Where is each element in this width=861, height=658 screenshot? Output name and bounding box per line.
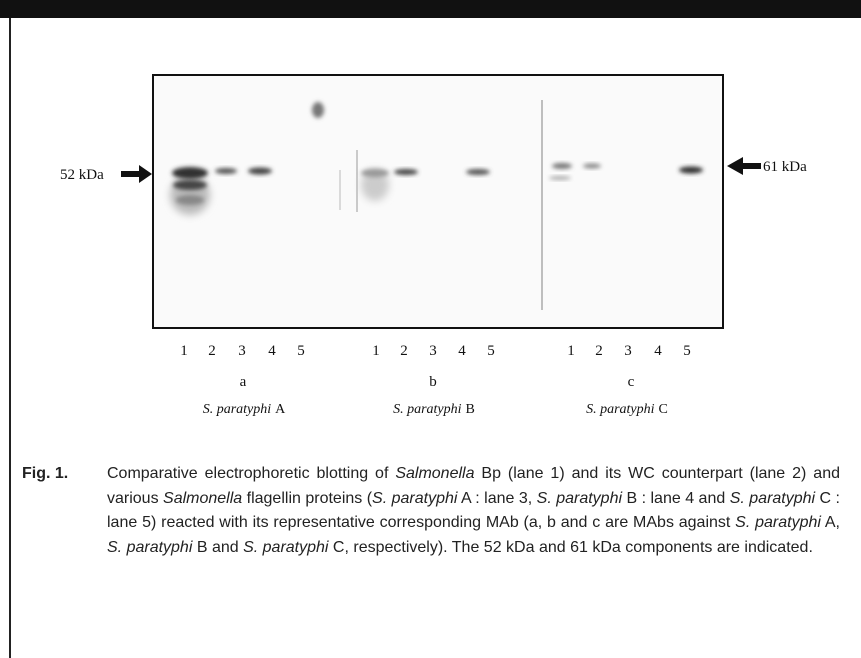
- serovar: B: [466, 402, 475, 417]
- panel-letter: a: [240, 374, 247, 390]
- caption-text: S. paratyphi: [537, 490, 622, 507]
- lane-number: 2: [595, 343, 603, 359]
- caption-text: Salmonella: [395, 465, 474, 482]
- page: {"figure": { "markers": [{"label": "52 k…: [0, 0, 861, 658]
- lane-number: 4: [458, 343, 466, 359]
- lane-number: 4: [268, 343, 276, 359]
- caption-text: B and: [192, 539, 243, 556]
- lane-number: 5: [487, 343, 495, 359]
- caption-text: S. paratyphi: [730, 490, 815, 507]
- species-name: S. paratyphi: [203, 402, 272, 417]
- marker-label: 61 kDa: [763, 159, 807, 175]
- caption-text: Comparative electrophoretic blotting of: [107, 465, 395, 482]
- caption-text: Salmonella: [163, 490, 242, 507]
- caption-text: A : lane 3,: [457, 490, 536, 507]
- species-name: S. paratyphi: [586, 402, 655, 417]
- species-label: S. paratyphi C: [586, 402, 668, 417]
- lane-number: 5: [683, 343, 691, 359]
- caption-label: Fig. 1.: [22, 462, 107, 487]
- serovar: C: [659, 402, 668, 417]
- caption: Fig. 1.Comparative electrophoretic blott…: [22, 462, 840, 560]
- lane-number: 4: [654, 343, 662, 359]
- lane-number: 3: [429, 343, 437, 359]
- species-label: S. paratyphi B: [393, 402, 475, 417]
- panel-letter: b: [429, 374, 437, 390]
- caption-text: S. paratyphi: [107, 539, 192, 556]
- caption-text: A,: [821, 514, 840, 531]
- lane-number: 2: [400, 343, 408, 359]
- lane-number: 5: [297, 343, 305, 359]
- species-name: S. paratyphi: [393, 402, 462, 417]
- lane-number: 1: [372, 343, 380, 359]
- caption-text: S. paratyphi: [372, 490, 457, 507]
- serovar: A: [275, 402, 286, 417]
- lane-number: 3: [624, 343, 632, 359]
- caption-text: S. paratyphi: [735, 514, 821, 531]
- marker-label: 52 kDa: [60, 167, 104, 183]
- caption-text: S. paratyphi: [243, 539, 328, 556]
- lane-number: 1: [180, 343, 188, 359]
- blot-frame: [153, 75, 723, 328]
- lane-number: 1: [567, 343, 575, 359]
- caption-text: C, respectively). The 52 kDa and 61 kDa …: [328, 539, 812, 556]
- caption-text: B : lane 4 and: [622, 490, 730, 507]
- caption-text: flagellin proteins (: [242, 490, 372, 507]
- panel-letter: c: [628, 374, 635, 390]
- lane-number: 3: [238, 343, 246, 359]
- lane-number: 2: [208, 343, 216, 359]
